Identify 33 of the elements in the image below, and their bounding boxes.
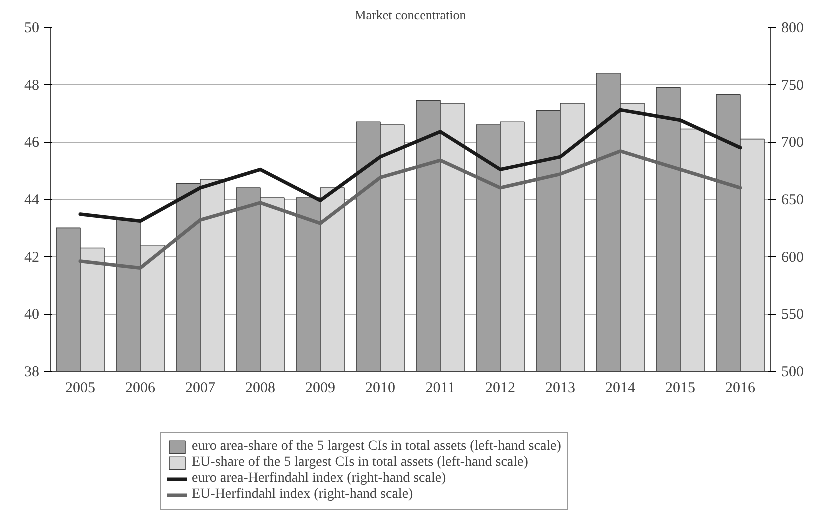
x-tick-label: 2010: [366, 380, 396, 396]
y-tick-label: 44: [24, 192, 40, 208]
x-tick-label: 2005: [66, 380, 96, 396]
y2-tick-label: 650: [782, 192, 804, 208]
y2-tick-label: 600: [782, 250, 804, 266]
x-tick-label: 2015: [666, 380, 696, 396]
y-tick-label: 42: [24, 250, 40, 266]
y-tick-label: 46: [24, 135, 40, 152]
x-tick-label: 2012: [486, 380, 516, 396]
legend-label: euro area-Herfindahl index (right-hand scale): [192, 471, 446, 487]
y2-tick-label: 750: [782, 78, 804, 94]
x-tick-label: 2016: [726, 380, 756, 396]
y-tick-label: 40: [24, 307, 40, 324]
x-tick-label: 2014: [606, 380, 636, 396]
line-series: [78, 108, 742, 224]
y-tick-label: 38: [24, 364, 40, 380]
legend-label: euro area-share of the 5 largest CIs in total assets (left-hand scale): [192, 439, 562, 455]
legend-label: EU-Herfindahl index (right-hand scale): [192, 487, 414, 503]
x-tick-label: 2011: [426, 380, 456, 396]
chart-title: Market concentration: [354, 8, 467, 22]
x-tick-label: 2009: [306, 380, 336, 396]
y2-tick-label: 500: [782, 364, 804, 380]
y2-tick-label: 700: [782, 135, 804, 152]
y-tick-label: 48: [24, 78, 40, 94]
x-tick-label: 2007: [186, 380, 216, 396]
y2-tick-label: 800: [782, 20, 804, 36]
x-tick-label: 2006: [126, 380, 156, 396]
line-series: [78, 150, 742, 270]
legend-label: EU-share of the 5 largest CIs in total assets (left-hand scale): [192, 455, 528, 471]
y2-tick-label: 550: [782, 307, 804, 324]
x-tick-label: 2008: [246, 380, 276, 396]
y-tick-label: 50: [24, 20, 40, 36]
x-tick-label: 2013: [546, 380, 576, 396]
